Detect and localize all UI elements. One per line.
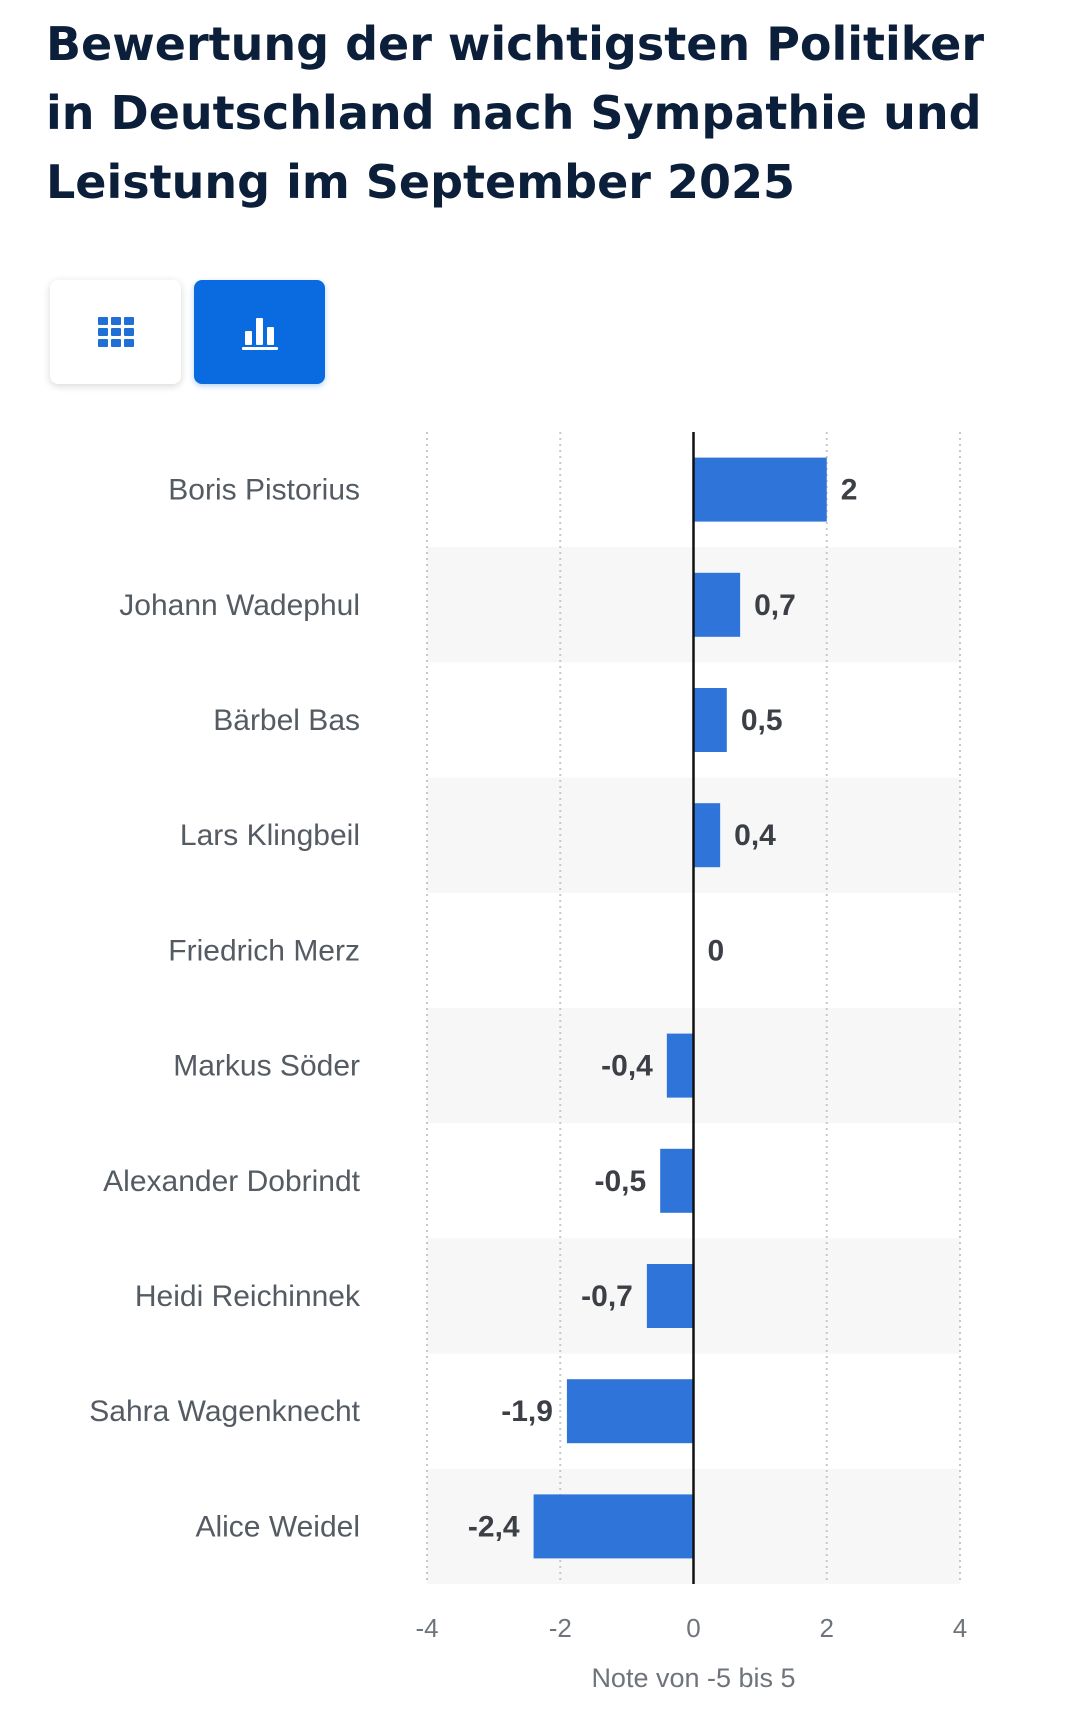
- category-label: Boris Pistorius: [168, 474, 360, 507]
- value-labels: 2 0,7 0,5 0,4 0 -0,4 -0,5 -0,7 -1,9 -2,4: [468, 474, 858, 1544]
- value-label: 0,7: [754, 589, 796, 622]
- bar[interactable]: [693, 688, 727, 752]
- chart-view-button[interactable]: [194, 280, 325, 384]
- x-axis-title: Note von -5 bis 5: [591, 1663, 795, 1693]
- x-tick-label: 4: [953, 1613, 967, 1643]
- bars: [533, 457, 827, 1559]
- table-view-button[interactable]: [50, 280, 181, 384]
- value-label: -0,7: [581, 1280, 633, 1313]
- value-label: -1,9: [501, 1395, 553, 1428]
- bar[interactable]: [533, 1494, 694, 1559]
- x-tick-label: -4: [415, 1613, 438, 1643]
- view-toggle: [50, 280, 330, 386]
- category-label: Alice Weidel: [195, 1510, 360, 1543]
- category-label: Johann Wadephul: [119, 589, 360, 622]
- bar[interactable]: [666, 1033, 694, 1098]
- value-label: 0: [708, 934, 725, 967]
- bar[interactable]: [660, 1148, 694, 1213]
- category-label: Lars Klingbeil: [180, 819, 360, 852]
- bar[interactable]: [566, 1379, 694, 1444]
- category-labels: Boris Pistorius Johann Wadephul Bärbel Bas…: [89, 474, 361, 1544]
- category-label: Bärbel Bas: [213, 704, 360, 737]
- value-label: -0,4: [601, 1050, 653, 1083]
- x-tick-label: -2: [549, 1613, 572, 1643]
- x-tick-labels: -4 -2 0 2 4: [415, 1613, 967, 1643]
- table-grid-icon: [97, 317, 134, 347]
- category-label: Markus Söder: [173, 1050, 360, 1083]
- x-tick-label: 2: [820, 1613, 834, 1643]
- bar[interactable]: [693, 457, 827, 522]
- x-tick-label: 0: [686, 1613, 700, 1643]
- value-label: 0,5: [741, 704, 783, 737]
- bar[interactable]: [646, 1264, 694, 1328]
- category-label: Sahra Wagenknecht: [89, 1395, 360, 1428]
- category-label: Alexander Dobrindt: [103, 1165, 360, 1198]
- bar[interactable]: [693, 803, 721, 868]
- chart-title: Bewertung der wichtigsten Politiker in D…: [46, 17, 985, 209]
- value-label: 0,4: [734, 819, 776, 852]
- gridlines: [426, 432, 961, 1584]
- bar[interactable]: [693, 572, 741, 637]
- value-label: 2: [841, 474, 858, 507]
- value-label: -2,4: [468, 1510, 520, 1543]
- category-label: Heidi Reichinnek: [135, 1280, 361, 1313]
- value-label: -0,5: [594, 1165, 646, 1198]
- bar-chart-icon: [241, 318, 278, 350]
- category-label: Friedrich Merz: [168, 934, 360, 967]
